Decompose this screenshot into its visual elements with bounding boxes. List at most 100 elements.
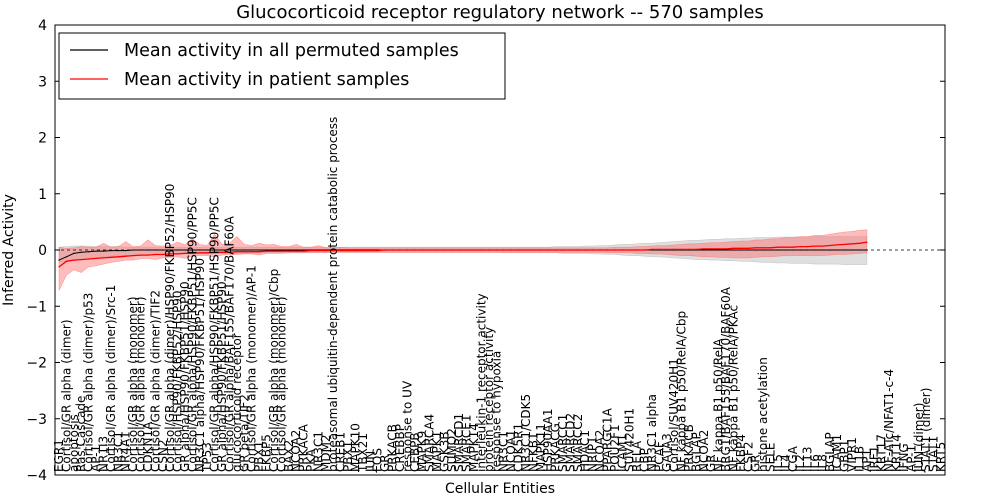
x-tick-label: Cortisol/GR alpha/HSP90/FKBP51/HSP90/PP5… (208, 197, 222, 472)
data-point (139, 254, 142, 256)
x-tick-label: GATA3 (660, 433, 674, 472)
x-tick-label: NF kappa B1 p50/RelA/PKAc (726, 305, 740, 472)
legend-box (58, 32, 506, 100)
series-line (58, 241, 868, 268)
data-point (117, 256, 119, 258)
data-point (703, 248, 705, 250)
data-point (154, 249, 156, 251)
data-point (132, 255, 134, 257)
data-point (265, 250, 268, 252)
data-point (710, 249, 712, 251)
x-tick-label: Cortisol/GR alpha/BAF155/BAF170/BAF60A (222, 215, 236, 472)
data-point (303, 249, 305, 251)
data-point (332, 250, 334, 252)
chart-title: Glucocorticoid receptor regulatory netwo… (236, 2, 764, 23)
data-point (406, 249, 408, 251)
data-point (777, 246, 779, 248)
data-point (836, 249, 838, 251)
data-point (80, 259, 82, 261)
data-point (414, 249, 416, 251)
x-tick-label: NR4A1 (119, 431, 133, 472)
data-point (814, 249, 816, 251)
data-point (191, 252, 193, 254)
data-point (236, 251, 238, 253)
data-point (688, 248, 690, 250)
data-point (243, 249, 245, 251)
data-point (184, 252, 186, 254)
x-tick-label: Cortisol/GR alpha (dimer)/HSP90/FKBP52/H… (163, 184, 177, 472)
x-tick-label: CGA (786, 445, 800, 472)
x-tick-label: NCOA2 (697, 430, 711, 472)
x-tick-label: FKBP4 (734, 434, 748, 472)
data-point (162, 253, 164, 256)
data-point (703, 249, 705, 251)
x-tick-label: NR3C1 (497, 431, 511, 472)
data-point (784, 246, 787, 248)
x-tick-label: FKBP5 (260, 434, 274, 472)
data-point (784, 249, 787, 251)
data-point (451, 249, 453, 251)
x-tick-label: HSP90AA1 (541, 408, 555, 472)
data-point (102, 257, 105, 259)
data-point (347, 250, 349, 252)
data-point (228, 251, 231, 253)
x-tick-label: NFKB1 (526, 432, 540, 472)
data-point (466, 249, 468, 251)
data-point (540, 249, 542, 251)
x-tick-label: MDM2 (319, 434, 333, 472)
data-point (280, 249, 282, 251)
data-point (303, 250, 305, 252)
data-point (169, 253, 171, 255)
data-point (110, 250, 112, 252)
data-point (651, 248, 653, 250)
data-point (273, 250, 275, 252)
x-tick-label: Cortisol/GR alpha (monomer)/Cbp (267, 269, 281, 472)
data-point (629, 249, 631, 251)
x-tick-label: PCAF (652, 441, 666, 472)
data-point (755, 247, 757, 249)
x-tick-label: KRT17 (875, 434, 889, 472)
y-tick-label: 3 (38, 74, 47, 90)
x-tick-label: GR (378, 454, 392, 472)
x-tick-label: AP-1 (904, 445, 918, 472)
x-tick-label: proteasomal ubiquitin-dependent protein … (326, 117, 340, 472)
data-point (243, 251, 245, 253)
data-point (592, 249, 594, 251)
y-tick-label: −4 (26, 468, 47, 484)
x-tick-label: MAPK10 (348, 423, 362, 472)
x-tick-label: NR3C1 alpha (645, 394, 659, 472)
data-point (391, 249, 394, 251)
confidence-band (58, 229, 868, 291)
data-point (443, 249, 445, 251)
x-tick-label: CSN2 (156, 439, 170, 472)
data-point (354, 250, 357, 252)
x-tick-label: NF kappa B1 p50/RelA (712, 338, 726, 472)
data-point (169, 249, 171, 251)
x-tick-label: GSK3B (437, 431, 451, 472)
x-tick-label: Cortisol/GR alpha (monomer) (274, 296, 288, 472)
x-tick-label: NF-ATc/NFAT1-c-4 (882, 369, 896, 472)
data-point (747, 247, 749, 249)
x-tick-label: IL13 (801, 447, 815, 473)
data-point (399, 249, 401, 251)
y-tick-label: 1 (38, 187, 47, 203)
data-point (139, 249, 142, 251)
x-tick-label: NR3C1/CDK5 (519, 394, 533, 472)
data-point (125, 250, 127, 252)
x-tick-label: Cortisol/GR alpha (monomer) (134, 296, 148, 472)
data-point (747, 249, 749, 251)
x-tick-label: Cortisol/SUV420H1 (667, 358, 681, 472)
data-point (377, 250, 379, 252)
data-point (80, 251, 82, 253)
data-point (718, 249, 720, 251)
x-tick-label: TP53 (200, 442, 214, 473)
x-tick-label: BRG1/BAF155/BAF170/BAF60A (719, 286, 733, 472)
x-tick-label: RELA (630, 440, 644, 472)
data-point (525, 249, 527, 251)
data-point (458, 249, 460, 251)
x-tick-label: JUN (363, 451, 377, 473)
data-point (821, 249, 824, 251)
x-tick-label: GR beta/TIF2 (237, 394, 251, 472)
